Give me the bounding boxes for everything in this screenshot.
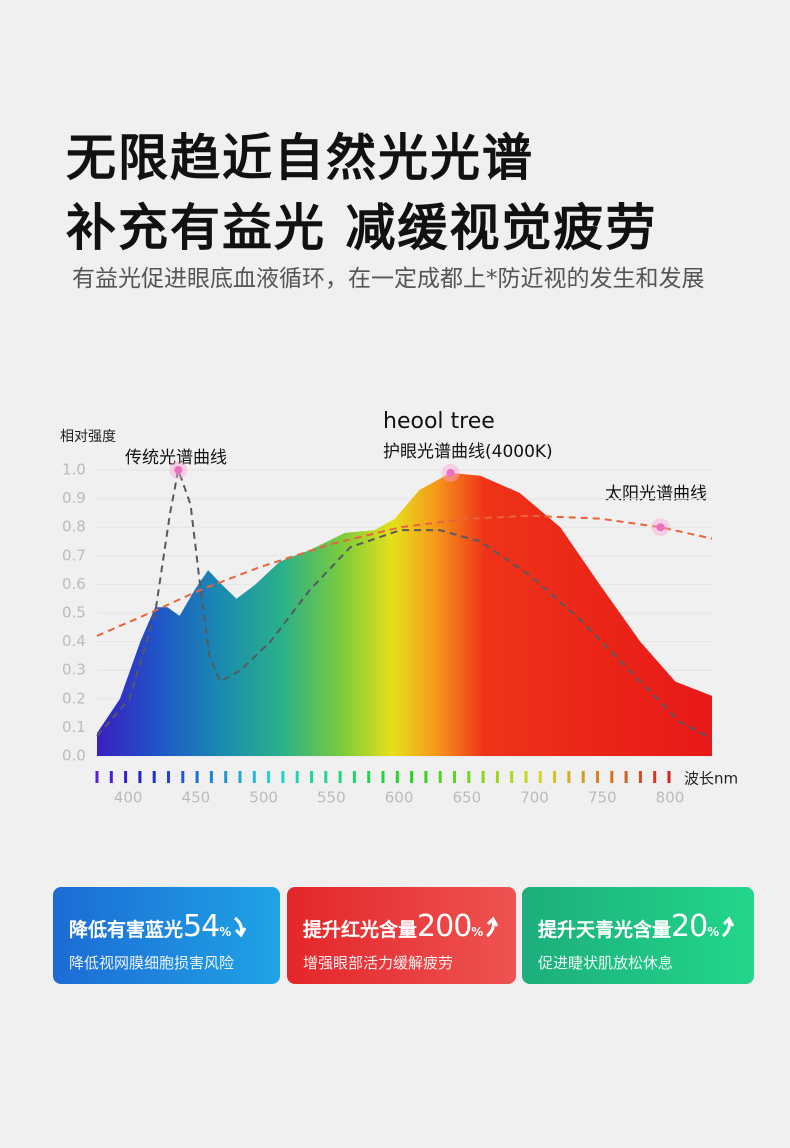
y-tick-label: 0.0 — [62, 747, 86, 765]
x-tick-label: 650 — [452, 789, 481, 807]
card-title-text: 提升天青光含量 — [538, 919, 672, 941]
x-tick-label: 750 — [588, 789, 617, 807]
y-tick-label: 1.0 — [62, 461, 86, 479]
series-label: 太阳光谱曲线 — [605, 484, 707, 504]
y-tick-label: 0.4 — [62, 632, 86, 650]
arrow-icon — [722, 916, 735, 938]
peak-point — [656, 523, 665, 532]
peak-point — [446, 468, 455, 477]
card-number: 20 — [671, 909, 708, 944]
card: 提升红光含量200% 增强眼部活力缓解疲劳 — [287, 887, 516, 984]
line — [96, 514, 713, 637]
chart: 相对强度 波长nm heool tree 传统光谱曲线 护眼光谱曲线(4000K… — [60, 409, 738, 807]
line — [96, 466, 713, 740]
card-number: 54 — [183, 909, 220, 944]
arrow-icon — [234, 916, 247, 938]
x-tick-label: 600 — [385, 789, 414, 807]
annotation: heool tree — [383, 409, 495, 434]
y-tick-label: 0.3 — [62, 661, 86, 679]
card-desc: 增强眼部活力缓解疲劳 — [303, 954, 454, 972]
card-title: 降低有害蓝光54% — [69, 909, 280, 944]
card-title-text: 降低有害蓝光 — [69, 919, 184, 941]
x-tick-label: 700 — [520, 789, 549, 807]
area — [97, 472, 712, 756]
x-label: 波长nm — [684, 770, 738, 788]
y-label: 相对强度 — [60, 429, 116, 445]
card-title: 提升红光含量200% — [303, 909, 516, 944]
x-tick-label: 800 — [656, 789, 685, 807]
card-unit: % — [707, 925, 720, 939]
title-line: 无限趋近自然光光谱 — [66, 129, 534, 187]
y-tick-label: 0.7 — [62, 546, 86, 564]
card-number: 200 — [417, 909, 472, 944]
x-tick-label: 550 — [317, 789, 346, 807]
y-tick-label: 0.1 — [62, 718, 86, 736]
x-tick-label: 450 — [182, 789, 211, 807]
y-tick-label: 0.6 — [62, 575, 86, 593]
y-tick-label: 0.9 — [62, 489, 86, 507]
y-tick-label: 0.5 — [62, 604, 86, 622]
x-tick-label: 500 — [249, 789, 278, 807]
subtitle: 有益光促进眼底血液循环，在一定成都上*防近视的发生和发展 — [72, 266, 705, 292]
card-unit: % — [219, 925, 232, 939]
card-desc: 降低视网膜细胞损害风险 — [69, 954, 235, 972]
title-line: 补充有益光 减缓视觉疲劳 — [66, 199, 658, 257]
x-tick-label: 400 — [114, 789, 143, 807]
card-title: 提升天青光含量20% — [538, 909, 754, 944]
y-tick-label: 0.2 — [62, 689, 86, 707]
y-tick-label: 0.8 — [62, 518, 86, 536]
series-label: 护眼光谱曲线(4000K) — [383, 442, 553, 462]
card: 降低有害蓝光54% 降低视网膜细胞损害风险 — [53, 887, 280, 984]
card-desc: 促进睫状肌放松休息 — [538, 954, 674, 972]
card-title-text: 提升红光含量 — [303, 919, 418, 941]
card: 提升天青光含量20% 促进睫状肌放松休息 — [522, 887, 754, 984]
card-unit: % — [471, 925, 484, 939]
arrow-icon — [486, 916, 499, 938]
peak-point — [174, 466, 183, 474]
series-label: 传统光谱曲线 — [125, 448, 227, 468]
